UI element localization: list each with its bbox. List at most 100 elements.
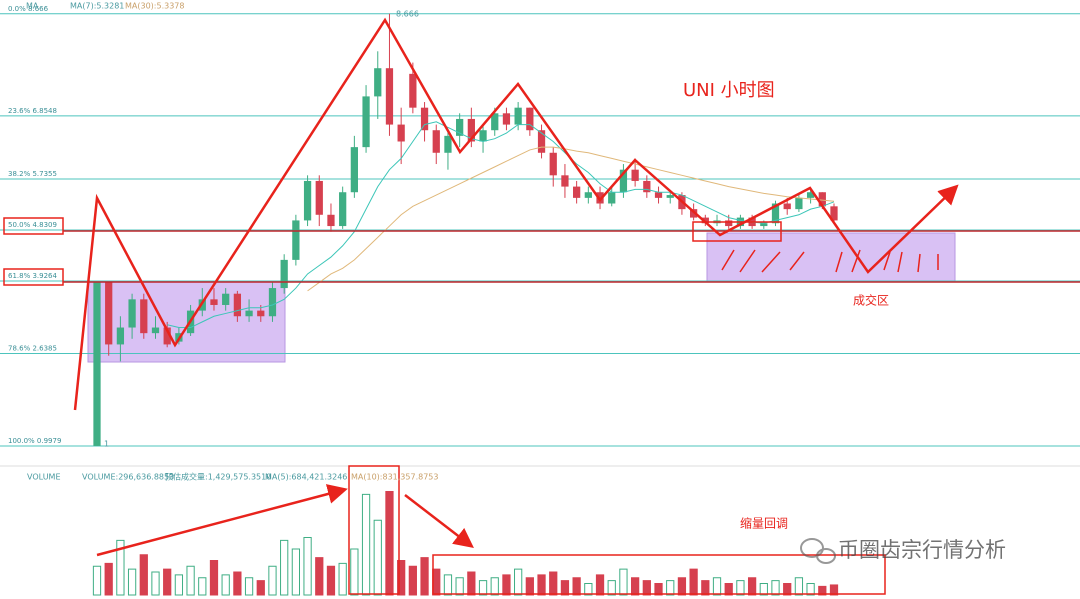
volume-bar bbox=[467, 571, 476, 596]
candle-body bbox=[654, 192, 663, 198]
volume-bar bbox=[736, 580, 745, 596]
volume-label: VOLUME bbox=[27, 473, 61, 482]
volume-bar bbox=[794, 577, 804, 596]
volume-bar bbox=[315, 557, 324, 596]
candle-body bbox=[409, 73, 417, 108]
candle-body bbox=[327, 214, 335, 227]
zone-note: 成交区 bbox=[853, 293, 889, 308]
candle-body bbox=[643, 180, 651, 193]
volume-bar bbox=[385, 491, 394, 596]
volume-note: 缩量回调 bbox=[740, 516, 788, 531]
volume-bar bbox=[689, 568, 698, 596]
volume-bar bbox=[701, 580, 710, 596]
candle-body bbox=[608, 192, 616, 204]
highlight-box bbox=[692, 221, 782, 242]
fib-label: 100.0% 0.9979 bbox=[8, 437, 61, 445]
candle-body bbox=[456, 118, 464, 136]
watermark-icon bbox=[800, 538, 836, 564]
fib-label: 23.6% 6.8548 bbox=[8, 107, 57, 115]
fib-label: 50.0% 4.8309 bbox=[8, 221, 57, 229]
volume-bar bbox=[92, 565, 102, 596]
volume-bar bbox=[443, 574, 453, 596]
candle-body bbox=[467, 118, 475, 142]
candle-body bbox=[584, 192, 592, 198]
volume-value: VOLUME:296,636.8853 bbox=[82, 473, 174, 482]
volume-bar bbox=[677, 577, 687, 596]
chart-title: UNI 小时图 bbox=[683, 80, 775, 101]
volume-bar bbox=[560, 580, 570, 596]
volume-ma5: MA(5):684,421.3246 bbox=[265, 473, 347, 482]
volume-bar bbox=[549, 571, 558, 596]
legend-entry: MA(7):5.3281 bbox=[70, 2, 124, 11]
candle-body bbox=[397, 124, 405, 142]
legend-entry: MA(30):5.3378 bbox=[125, 2, 184, 11]
volume-bar bbox=[818, 585, 827, 596]
volume-bar bbox=[338, 562, 347, 596]
volume-bar bbox=[186, 565, 195, 596]
candle-body bbox=[280, 259, 288, 289]
volume-bar bbox=[654, 583, 663, 596]
volume-bar bbox=[303, 537, 312, 596]
candle-body bbox=[818, 192, 826, 207]
trend-arrow bbox=[404, 494, 474, 549]
volume-bar bbox=[642, 580, 651, 596]
volume-bar bbox=[408, 565, 417, 596]
candle-body bbox=[771, 203, 780, 224]
highlight-box bbox=[3, 268, 64, 286]
volume-bar bbox=[584, 583, 593, 596]
volume-bar bbox=[198, 577, 207, 596]
volume-bar bbox=[712, 577, 722, 596]
volume-bar bbox=[829, 584, 839, 596]
candle-body bbox=[315, 180, 323, 215]
highlight-box bbox=[432, 554, 886, 595]
volume-bar bbox=[455, 577, 464, 596]
volume-bar bbox=[139, 554, 148, 596]
volume-bar bbox=[666, 580, 675, 596]
candle-body bbox=[303, 180, 312, 221]
candle-body bbox=[350, 147, 358, 193]
volume-bar bbox=[268, 565, 277, 596]
volume-bar bbox=[747, 577, 757, 596]
candle-body bbox=[374, 68, 382, 97]
candle-body bbox=[432, 130, 440, 153]
volume-bar bbox=[280, 539, 289, 596]
candle-body bbox=[502, 113, 511, 125]
candle-body bbox=[806, 192, 815, 198]
volume-bar bbox=[724, 583, 733, 596]
volume-bar bbox=[151, 571, 160, 596]
volume-bar bbox=[502, 574, 511, 596]
ma-label: MA bbox=[26, 2, 39, 11]
candle-body bbox=[666, 195, 674, 198]
candle-body bbox=[245, 310, 253, 317]
candle-body bbox=[830, 206, 838, 221]
volume-bar bbox=[783, 583, 792, 596]
candle-body bbox=[725, 220, 733, 227]
fib-label: 0.0% 8.666 bbox=[8, 5, 49, 13]
volume-bar bbox=[806, 583, 815, 596]
low-label: 1 bbox=[104, 440, 109, 449]
candle-body bbox=[619, 169, 628, 193]
candle-body bbox=[105, 282, 113, 345]
volume-bar bbox=[104, 562, 113, 596]
candle-body bbox=[760, 223, 768, 227]
candle-body bbox=[631, 169, 639, 181]
candle-body bbox=[210, 299, 218, 305]
volume-bar bbox=[771, 580, 780, 596]
highlight-box bbox=[3, 217, 64, 235]
volume-bar bbox=[209, 560, 219, 596]
annotations bbox=[3, 17, 1080, 595]
volume-bar bbox=[537, 574, 546, 596]
candle-body bbox=[268, 288, 277, 317]
candle-body bbox=[549, 152, 557, 176]
volume-bar bbox=[361, 493, 371, 596]
volume-bar bbox=[221, 574, 230, 596]
volume-bar bbox=[174, 574, 184, 596]
estimated-volume: 预估成交量:1,429,575.3510 bbox=[165, 472, 271, 482]
volume-bar bbox=[490, 577, 499, 596]
candle-body bbox=[596, 192, 604, 204]
volume-bar bbox=[291, 548, 300, 596]
candle-body bbox=[128, 299, 136, 328]
volume-bar bbox=[373, 519, 382, 596]
